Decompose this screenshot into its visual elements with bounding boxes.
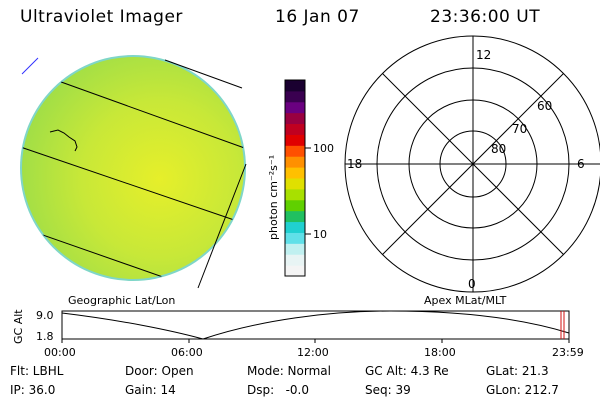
- mlat-label-60: 60: [537, 99, 552, 113]
- instrument-title: Ultraviolet Imager: [20, 7, 183, 27]
- time-tick-label: 23:59: [552, 346, 584, 359]
- polar-plot: [344, 35, 600, 293]
- image-time: 23:36:00 UT: [430, 7, 541, 27]
- colorbar-segment: [285, 90, 305, 103]
- timeline-ylabel: GC Alt: [12, 309, 25, 344]
- time-tick-label: 06:00: [171, 346, 203, 359]
- status-filter: Flt: LBHL: [10, 364, 64, 378]
- altitude-timeline: [61, 310, 570, 343]
- status-glon: GLon: 212.7: [486, 383, 559, 397]
- colorbar-segment: [285, 101, 305, 114]
- colorbar-unit-label: photon cm⁻²s⁻¹: [267, 155, 280, 240]
- colorbar-segment: [285, 232, 305, 244]
- colorbar-segment: [285, 243, 305, 255]
- colorbar-tick-label: 10: [313, 228, 327, 241]
- status-mode: Mode: Normal: [247, 364, 331, 378]
- image-date: 16 Jan 07: [275, 7, 360, 27]
- altitude-curve: [61, 310, 570, 340]
- colorbar-segment: [285, 210, 305, 223]
- coastline: [49, 129, 78, 152]
- status-gain: Gain: 14: [125, 383, 176, 397]
- colorbar-segment: [285, 123, 305, 135]
- status-gc-alt: GC Alt: 4.3 Re: [365, 364, 449, 378]
- colorbar-segment: [285, 178, 305, 190]
- status-glat: GLat: 21.3: [486, 364, 549, 378]
- colorbar-segment: [285, 80, 305, 92]
- geo-grid-line: [21, 139, 241, 223]
- timeline-ymax: 9.0: [36, 309, 54, 322]
- geo-grid-line: [197, 163, 247, 289]
- colorbar-segment: [285, 156, 305, 168]
- timeline-ymin: 1.8: [36, 330, 54, 343]
- colorbar-segment: [285, 145, 305, 157]
- colorbar-segment: [285, 188, 305, 201]
- colorbar-tick-label: 100: [313, 142, 334, 155]
- status-door: Door: Open: [125, 364, 194, 378]
- colorbar: [284, 79, 311, 277]
- colorbar-segment: [285, 134, 305, 146]
- colorbar-segment: [285, 254, 305, 266]
- time-tick-label: 12:00: [297, 346, 329, 359]
- colorbar-segment: [285, 199, 305, 212]
- colorbar-segment: [285, 221, 305, 233]
- mlt-label-6: 6: [577, 157, 585, 171]
- status-dsp: Dsp: -0.0: [247, 383, 310, 397]
- polar-axis: [382, 73, 564, 255]
- time-tick-label: 00:00: [44, 346, 76, 359]
- time-tick-label: 18:00: [424, 346, 456, 359]
- colorbar-segment: [285, 112, 305, 125]
- mlt-label-12: 12: [476, 48, 491, 62]
- colorbar-segment: [285, 265, 305, 277]
- status-ip: IP: 36.0: [10, 383, 56, 397]
- mlat-label-70: 70: [512, 122, 527, 136]
- geo-grid-line: [164, 59, 243, 89]
- left-panel-label: Geographic Lat/Lon: [68, 294, 176, 307]
- right-panel-label: Apex MLat/MLT: [424, 294, 507, 307]
- earth-disk-image: [20, 55, 247, 289]
- status-seq: Seq: 39: [365, 383, 411, 397]
- disk-edge-marker: [21, 57, 39, 75]
- mlt-label-18: 18: [347, 157, 362, 171]
- mlat-label-80: 80: [491, 142, 506, 156]
- colorbar-segment: [285, 167, 305, 179]
- mlt-label-0: 0: [468, 277, 476, 291]
